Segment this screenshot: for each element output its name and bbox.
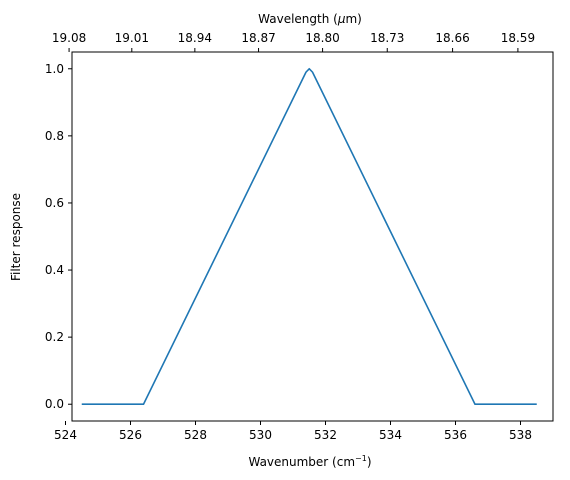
y-tick-label: 0.0 [45,397,64,411]
x-tick-label: 526 [119,428,142,442]
plot-frame [71,51,554,422]
bottom-axis-ticks: 524 526 528 530 532 534 536 538 [54,421,532,442]
x-tick-label: 538 [509,428,532,442]
top-tick-label: 18.66 [435,31,469,45]
top-tick-label: 19.01 [115,31,149,45]
top-tick-label: 18.59 [501,31,535,45]
x-tick-label: 524 [54,428,77,442]
y-tick-label: 0.2 [45,330,64,344]
x-tick-label: 532 [314,428,337,442]
x-tick-label: 534 [379,428,402,442]
y-axis-title: Filter response [9,193,23,281]
y-tick-label: 0.6 [45,196,64,210]
x-tick-label: 536 [444,428,467,442]
top-tick-label: 18.94 [178,31,212,45]
x-tick-label: 528 [184,428,207,442]
top-axis-ticks: 19.08 19.01 18.94 18.87 18.80 18.73 18.66 18.59 [52,31,535,52]
top-tick-label: 18.73 [370,31,404,45]
top-axis-title: Wavelength (μm) [258,12,362,26]
y-tick-label: 0.4 [45,263,64,277]
left-axis-ticks: 0.0 0.2 0.4 0.6 0.8 1.0 [45,62,72,411]
filter-response-line [81,67,537,406]
top-tick-label: 19.08 [52,31,86,45]
top-tick-label: 18.87 [241,31,275,45]
series-layer [81,67,537,406]
y-tick-label: 0.8 [45,129,64,143]
x-tick-label: 530 [249,428,272,442]
x-axis-title: Wavenumber (cm−1) [248,454,371,469]
y-tick-label: 1.0 [45,62,64,76]
top-tick-label: 18.80 [305,31,339,45]
